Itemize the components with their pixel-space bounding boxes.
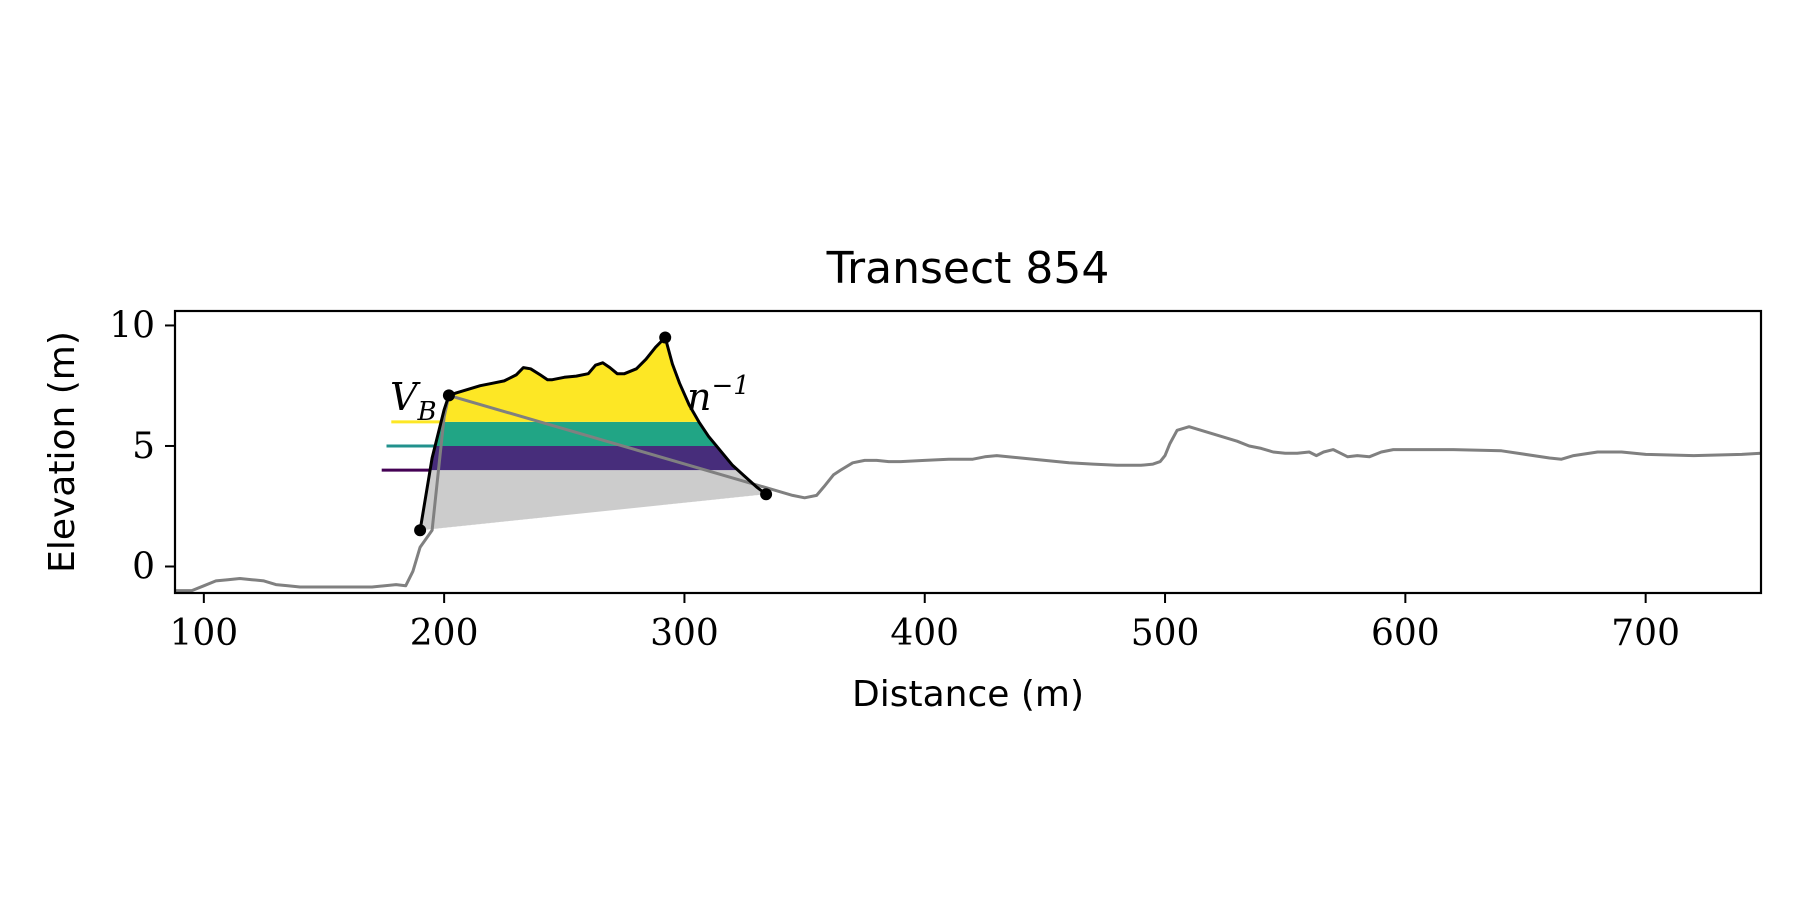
y-tick-label: 0 [132, 546, 155, 587]
x-tick-label: 500 [1131, 613, 1200, 654]
profile-lines [175, 336, 1761, 593]
x-axis-label: Distance (m) [852, 674, 1084, 715]
x-tick-label: 300 [650, 613, 719, 654]
y-tick-label: 10 [109, 305, 155, 346]
dune-point-2 [659, 331, 672, 344]
chart-title: Transect 854 [826, 243, 1110, 294]
x-tick-label: 200 [410, 613, 479, 654]
elevation-profile-line [175, 393, 1761, 593]
plot-frame [173, 309, 1763, 595]
dune-point-3 [760, 488, 773, 501]
volume-annotation: VB n−1 [390, 371, 750, 427]
dune-fills [420, 337, 767, 531]
dune-outline-line [418, 336, 768, 531]
dune-point-1 [442, 389, 455, 402]
x-tick-label: 600 [1371, 613, 1440, 654]
x-tick-label: 700 [1611, 613, 1680, 654]
annotation-right-sup: −1 [711, 371, 749, 401]
x-tick-label: 100 [169, 613, 238, 654]
annotation-left-main: V [390, 375, 421, 419]
annotation-right-main: n [687, 375, 711, 419]
dune-fill-mid [435, 421, 716, 446]
dune-fill-base [420, 470, 767, 531]
x-axis-ticks: 100 200 300 400 500 600 700 [169, 593, 1680, 654]
y-tick-label: 5 [132, 426, 155, 467]
dune-point-0 [414, 524, 427, 537]
plot-area [175, 331, 1761, 593]
annotation-left: VB [390, 375, 437, 427]
level-lines [381, 420, 442, 472]
annotation-right: n−1 [687, 371, 750, 419]
annotation-left-sub: B [416, 397, 436, 427]
dune-fill-high [441, 337, 699, 422]
y-axis-label: Elevation (m) [42, 331, 83, 573]
dune-fill-low [430, 446, 738, 471]
dune-points [414, 331, 773, 537]
x-tick-label: 400 [890, 613, 959, 654]
y-axis-ticks: 0 5 10 [109, 305, 175, 587]
